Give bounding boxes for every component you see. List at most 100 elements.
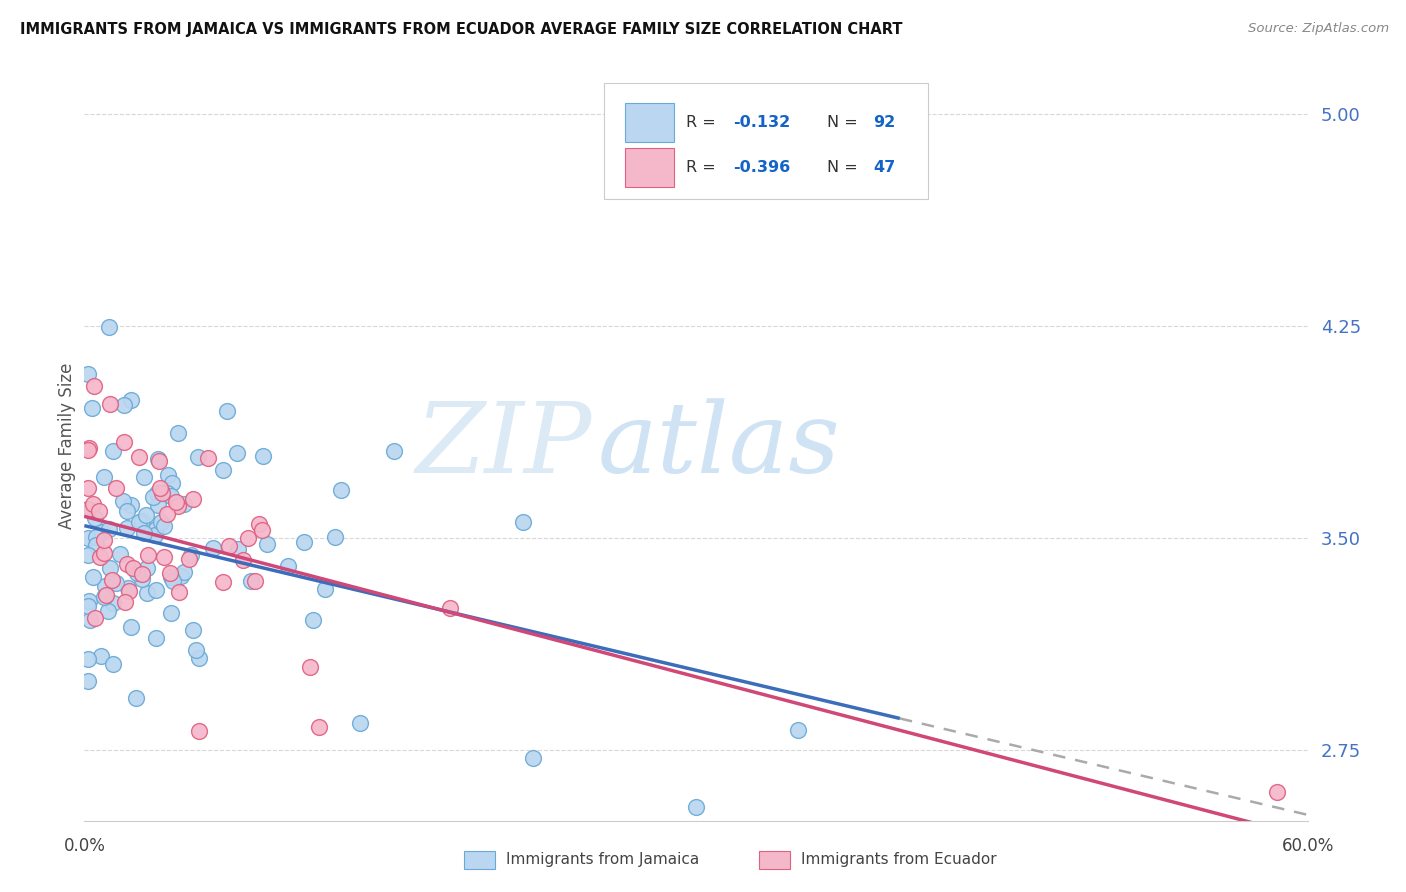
Point (97, 604, 120, 618)
Point (101, 596, 124, 610)
Point (142, 491, 165, 505)
Point (112, 494, 135, 508)
Point (247, 516, 270, 531)
Point (128, 450, 150, 464)
Point (212, 463, 235, 477)
Point (197, 451, 219, 466)
Text: ZIP: ZIP (416, 399, 592, 493)
Point (79, 503, 101, 517)
Point (201, 541, 224, 555)
Text: IMMIGRANTS FROM JAMAICA VS IMMIGRANTS FROM ECUADOR AVERAGE FAMILY SIZE CORRELATI: IMMIGRANTS FROM JAMAICA VS IMMIGRANTS FR… (20, 22, 903, 37)
Point (187, 650, 209, 665)
Point (122, 560, 145, 574)
Point (77, 549, 100, 563)
Point (167, 425, 190, 440)
Point (120, 393, 142, 408)
Point (181, 491, 204, 506)
Point (79, 613, 101, 627)
Point (135, 508, 157, 522)
Point (439, 601, 461, 615)
Point (87, 504, 110, 518)
Point (236, 532, 259, 546)
Point (212, 575, 235, 590)
Text: 47: 47 (873, 161, 896, 176)
Point (277, 559, 299, 574)
Point (97, 319, 120, 334)
Point (103, 443, 125, 458)
Point (77, 673, 100, 688)
Point (349, 715, 371, 730)
Point (177, 551, 200, 566)
Point (299, 659, 322, 673)
Point (112, 435, 135, 450)
Point (314, 582, 336, 596)
Point (329, 483, 352, 497)
Point (83, 511, 105, 525)
Point (180, 548, 202, 562)
Point (243, 574, 266, 588)
Point (77, 599, 100, 613)
Point (94, 579, 117, 593)
Point (152, 550, 174, 565)
Point (101, 574, 124, 588)
Point (160, 489, 183, 503)
Point (125, 691, 148, 706)
Point (323, 530, 346, 544)
Point (120, 620, 142, 634)
Point (159, 566, 181, 580)
Point (115, 557, 138, 571)
Point (117, 521, 139, 535)
Point (685, 799, 707, 814)
Point (77, 531, 100, 545)
Point (83, 379, 105, 393)
Point (215, 404, 238, 418)
Point (155, 507, 177, 521)
Point (167, 585, 190, 599)
Point (160, 570, 183, 584)
Text: N =: N = (827, 115, 863, 129)
Point (131, 567, 153, 582)
Point (77, 594, 100, 608)
Point (91, 524, 114, 539)
Text: N =: N = (827, 161, 863, 176)
Point (127, 566, 149, 580)
Point (145, 528, 167, 542)
Point (98, 397, 121, 411)
Point (82, 401, 104, 415)
Point (181, 623, 204, 637)
Point (302, 614, 325, 628)
Bar (759, 851, 790, 869)
Point (138, 548, 160, 562)
Point (148, 454, 170, 468)
Point (160, 606, 183, 620)
Point (82, 569, 104, 583)
Point (173, 565, 195, 579)
Point (187, 724, 209, 739)
Point (250, 523, 273, 537)
Point (232, 552, 254, 566)
Y-axis label: Average Family Size: Average Family Size (58, 363, 76, 529)
Point (150, 485, 173, 500)
Point (156, 467, 179, 482)
Text: -0.396: -0.396 (733, 161, 790, 176)
Point (173, 498, 195, 512)
Point (120, 498, 142, 512)
Point (105, 481, 128, 495)
Point (131, 514, 153, 528)
Text: atlas: atlas (598, 399, 841, 493)
Point (90, 649, 112, 664)
Point (146, 452, 169, 467)
Point (82, 497, 104, 511)
Point (108, 547, 131, 561)
Point (114, 399, 136, 413)
Point (512, 515, 534, 529)
Point (145, 583, 167, 598)
Point (149, 481, 172, 495)
Point (787, 723, 810, 738)
Point (132, 525, 155, 540)
Point (184, 643, 207, 657)
Point (93, 469, 115, 483)
Point (218, 539, 240, 553)
Point (145, 632, 167, 646)
Point (187, 450, 209, 464)
